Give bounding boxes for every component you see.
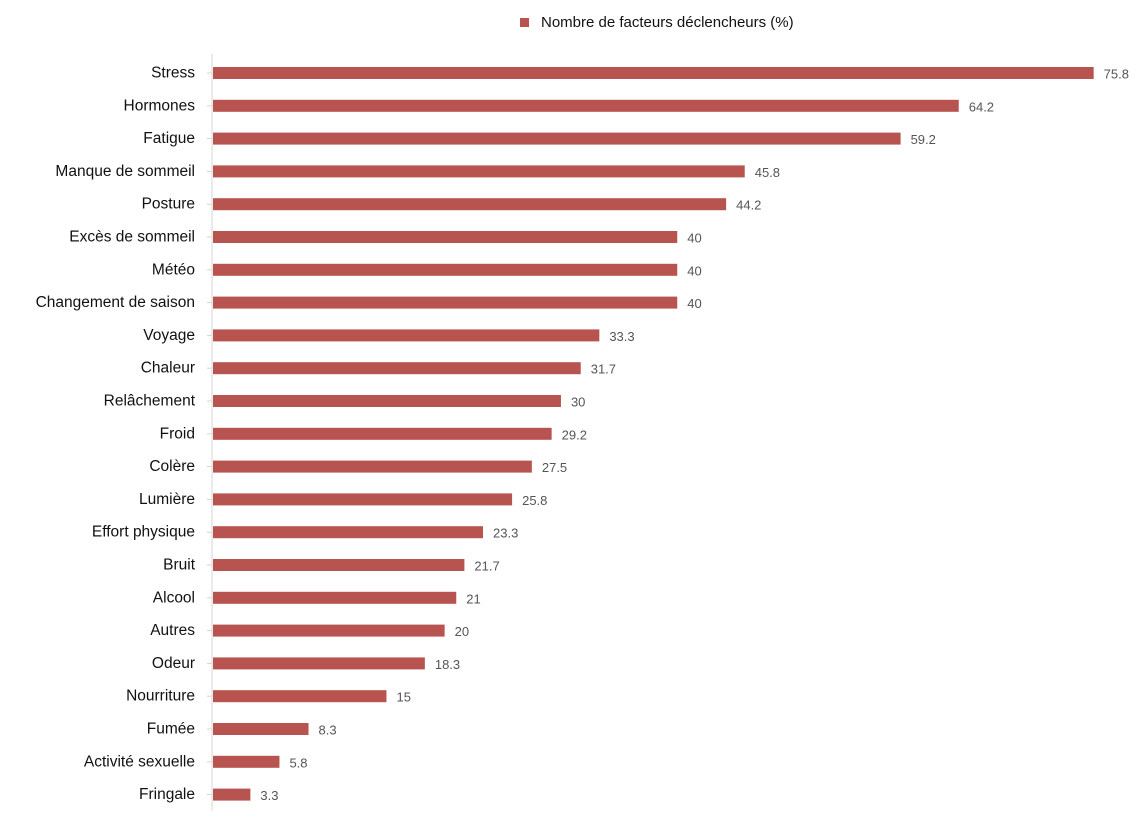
value-label: 5.8	[289, 755, 307, 770]
bar	[213, 395, 561, 407]
bar	[213, 198, 727, 211]
category-label: Stress	[151, 65, 195, 82]
category-label: Manque de sommeil	[55, 163, 195, 180]
bar	[213, 755, 280, 768]
value-label: 31.7	[591, 362, 616, 377]
category-label: Excès de sommeil	[69, 229, 195, 246]
value-label: 40	[687, 263, 701, 278]
bar	[213, 263, 678, 276]
value-label: 21	[466, 591, 480, 606]
category-label: Météo	[152, 261, 195, 278]
bar	[213, 657, 425, 670]
bar	[213, 165, 745, 178]
value-label: 15	[396, 690, 410, 705]
value-label: 45.8	[755, 165, 780, 180]
category-label: Bruit	[163, 557, 196, 574]
value-label: 21.7	[474, 559, 499, 574]
category-label: Fumée	[147, 721, 195, 738]
category-label: Autres	[150, 622, 195, 639]
value-label: 18.3	[435, 657, 460, 672]
bar	[213, 296, 678, 309]
bar	[213, 362, 581, 375]
value-label: 29.2	[562, 427, 587, 442]
category-label: Changement de saison	[36, 294, 195, 311]
value-label: 75.8	[1104, 67, 1129, 82]
bar	[213, 132, 901, 145]
category-label: Voyage	[143, 327, 195, 344]
value-label: 8.3	[319, 723, 337, 738]
bar	[213, 591, 457, 604]
category-label: Hormones	[124, 97, 196, 114]
value-label: 27.5	[542, 460, 567, 475]
bar	[213, 460, 532, 473]
legend: Nombre de facteurs déclencheurs (%)	[520, 8, 794, 36]
value-label: 40	[687, 296, 701, 311]
value-label: 30	[571, 395, 585, 410]
value-label: 20	[455, 624, 469, 639]
category-label: Fatigue	[143, 130, 195, 147]
bar	[213, 99, 959, 112]
value-label: 59.2	[911, 132, 936, 147]
category-label: Alcool	[153, 589, 195, 606]
bar	[213, 559, 465, 571]
category-label: Chaleur	[141, 360, 195, 377]
bar	[213, 329, 600, 342]
category-label: Froid	[160, 425, 195, 442]
value-label: 40	[687, 231, 701, 246]
value-label: 3.3	[260, 788, 278, 803]
category-label: Odeur	[152, 655, 195, 672]
category-label: Colère	[149, 458, 195, 475]
bar	[213, 690, 387, 703]
value-label: 25.8	[522, 493, 547, 508]
category-label: Posture	[142, 196, 195, 213]
bar	[213, 723, 309, 735]
bar	[213, 67, 1094, 79]
value-label: 33.3	[609, 329, 634, 344]
bar	[213, 788, 251, 801]
bar	[213, 624, 445, 637]
legend-label: Nombre de facteurs déclencheurs (%)	[541, 13, 794, 31]
category-label: Relâchement	[104, 393, 196, 410]
legend-swatch	[520, 17, 529, 27]
category-label: Fringale	[139, 786, 195, 803]
bar	[213, 493, 513, 506]
value-label: 64.2	[969, 99, 994, 114]
bar	[213, 526, 484, 539]
category-label: Nourriture	[126, 688, 195, 705]
category-label: Effort physique	[92, 524, 195, 541]
category-label: Lumière	[139, 491, 195, 508]
value-label: 23.3	[493, 526, 518, 541]
bar	[213, 427, 552, 440]
bar	[213, 231, 678, 243]
category-label: Activité sexuelle	[84, 753, 195, 770]
value-label: 44.2	[736, 198, 761, 213]
